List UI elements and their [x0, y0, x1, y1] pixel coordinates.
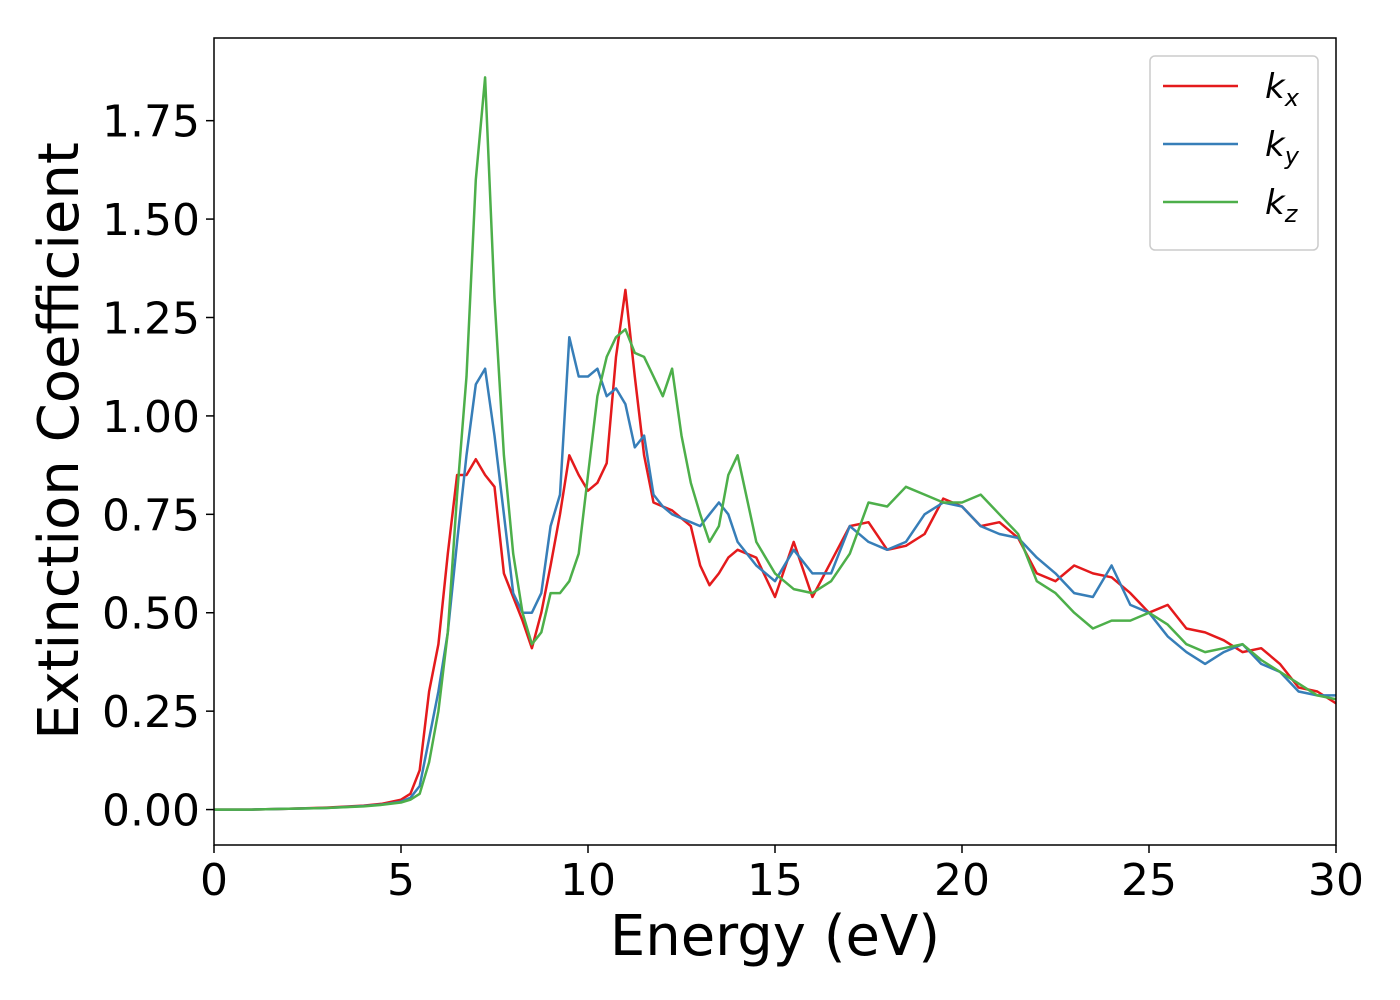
x-tick-label: 5 — [387, 855, 415, 906]
x-tick-label: 10 — [560, 855, 616, 906]
series-line — [214, 335, 1336, 811]
y-axis-label: Extinction Coefficient — [27, 142, 92, 740]
x-tick-label: 20 — [934, 855, 990, 906]
x-axis-label: Energy (eV) — [610, 904, 940, 969]
legend-label: ky — [1265, 125, 1300, 170]
y-tick-label: 0.00 — [102, 786, 200, 837]
x-tick-label: 25 — [1121, 855, 1177, 906]
plot-frame — [213, 37, 1337, 846]
legend-label: kz — [1265, 183, 1299, 228]
y-tick-label: 0.50 — [102, 589, 200, 640]
y-tick-label: 1.75 — [102, 97, 200, 148]
series-line — [214, 288, 1336, 811]
x-tick-label: 15 — [747, 855, 803, 906]
x-tick-label: 0 — [200, 855, 228, 906]
legend-label: kx — [1265, 67, 1300, 112]
y-tick-label: 1.25 — [102, 293, 200, 344]
series-line — [214, 76, 1336, 811]
y-tick-label: 0.25 — [102, 687, 200, 738]
y-tick-label: 0.75 — [102, 490, 200, 541]
x-tick-label: 30 — [1308, 855, 1364, 906]
y-tick-label: 1.00 — [102, 392, 200, 443]
y-tick-label: 1.50 — [102, 195, 200, 246]
